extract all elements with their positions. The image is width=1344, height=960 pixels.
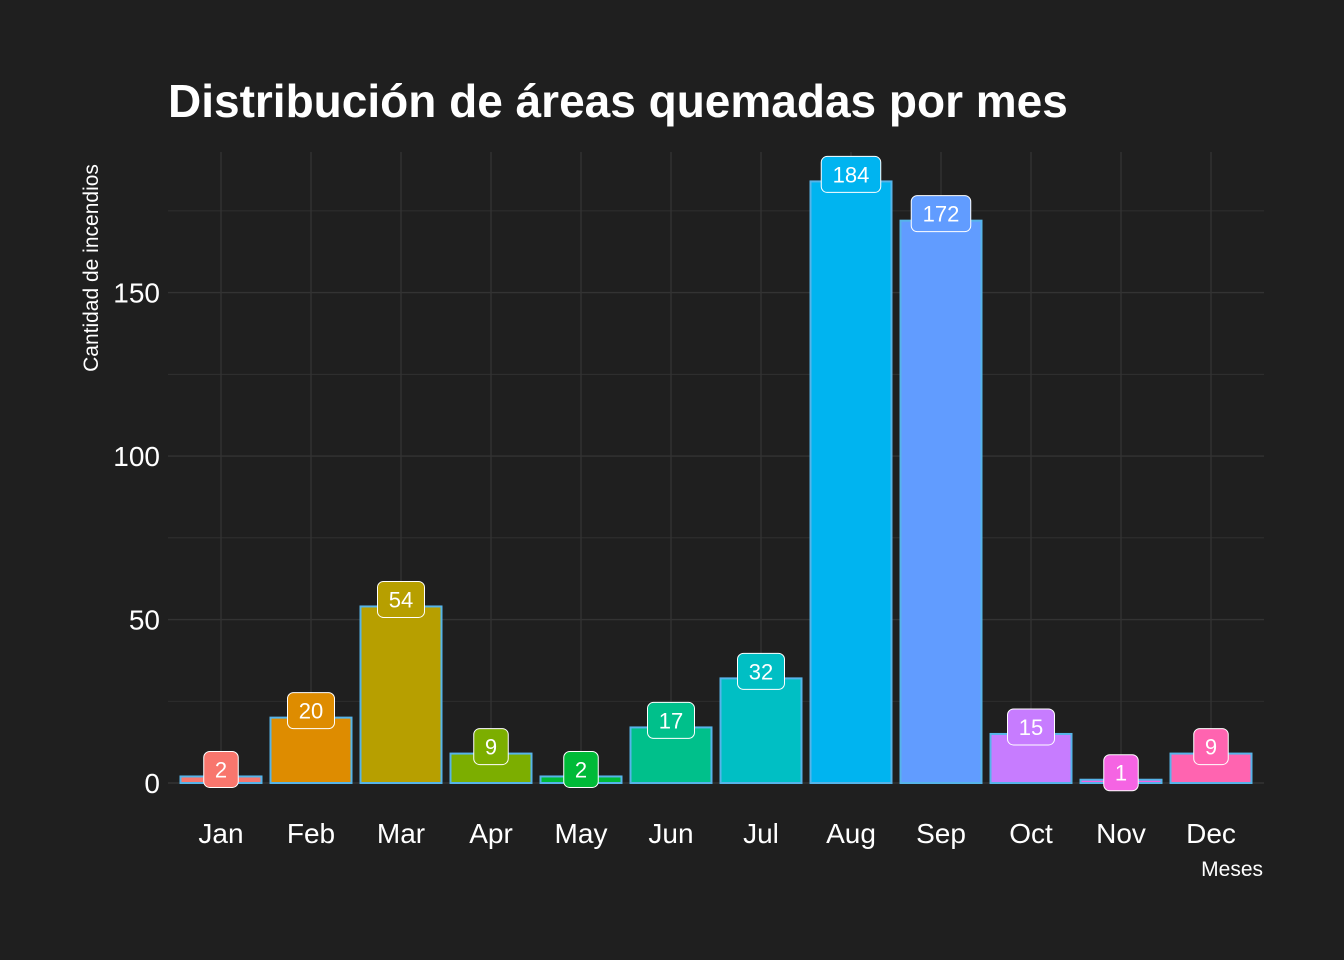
data-label: 54 [389,587,413,612]
y-axis-label: Cantidad de incendios [80,164,103,372]
data-label-box [910,195,972,233]
data-label: 2 [215,757,227,782]
y-tick-label: 50 [129,605,160,636]
data-label-box [203,750,239,788]
y-tick-label: 150 [113,278,160,309]
data-label-box [737,652,785,690]
y-tick-label: 100 [113,441,160,472]
x-tick-label: Nov [1096,818,1146,849]
data-label: 1 [1115,761,1127,786]
chart-title: Distribución de áreas quemadas por mes [168,75,1068,127]
data-label-box [563,750,599,788]
x-axis-ticks: Jan Feb Mar Apr May Jun Jul Aug Sep Oct Nov Dec [198,818,1235,849]
y-axis-ticks: 0 50 100 150 [113,278,160,799]
x-tick-label: Jul [743,818,779,849]
x-tick-label: Apr [469,818,513,849]
data-label: 184 [833,162,870,187]
data-label-box [1193,728,1229,766]
bars [179,180,1253,785]
data-label: 15 [1019,715,1043,740]
x-tick-label: Aug [826,818,876,849]
x-tick-label: Dec [1186,818,1236,849]
y-tick-label: 0 [144,768,160,799]
data-label-box [820,155,882,193]
data-label-box [1103,754,1139,792]
data-label-box [647,701,695,739]
data-label: 20 [299,699,323,724]
data-label: 172 [923,202,960,227]
data-labels: 2 20 54 9 2 17 32 184 172 15 1 9 [203,155,1229,792]
x-tick-label: Jan [198,818,243,849]
bar-jul [719,677,803,784]
bar-aug [809,180,893,784]
data-label-box [377,580,425,618]
x-tick-label: May [555,818,608,849]
data-label: 32 [749,659,773,684]
x-tick-label: Feb [287,818,335,849]
data-label: 9 [1205,735,1217,760]
x-tick-label: Jun [648,818,693,849]
x-tick-label: Oct [1009,818,1053,849]
data-label: 2 [575,757,587,782]
bar-mar [359,605,443,785]
x-axis-label: Meses [1201,858,1263,881]
data-label-box [473,728,509,766]
data-label-box [1007,708,1055,746]
x-tick-label: Mar [377,818,425,849]
x-tick-label: Sep [916,818,966,849]
data-label: 9 [485,735,497,760]
bar-sep [899,219,983,785]
data-label: 17 [659,708,683,733]
data-label-box [287,692,335,730]
